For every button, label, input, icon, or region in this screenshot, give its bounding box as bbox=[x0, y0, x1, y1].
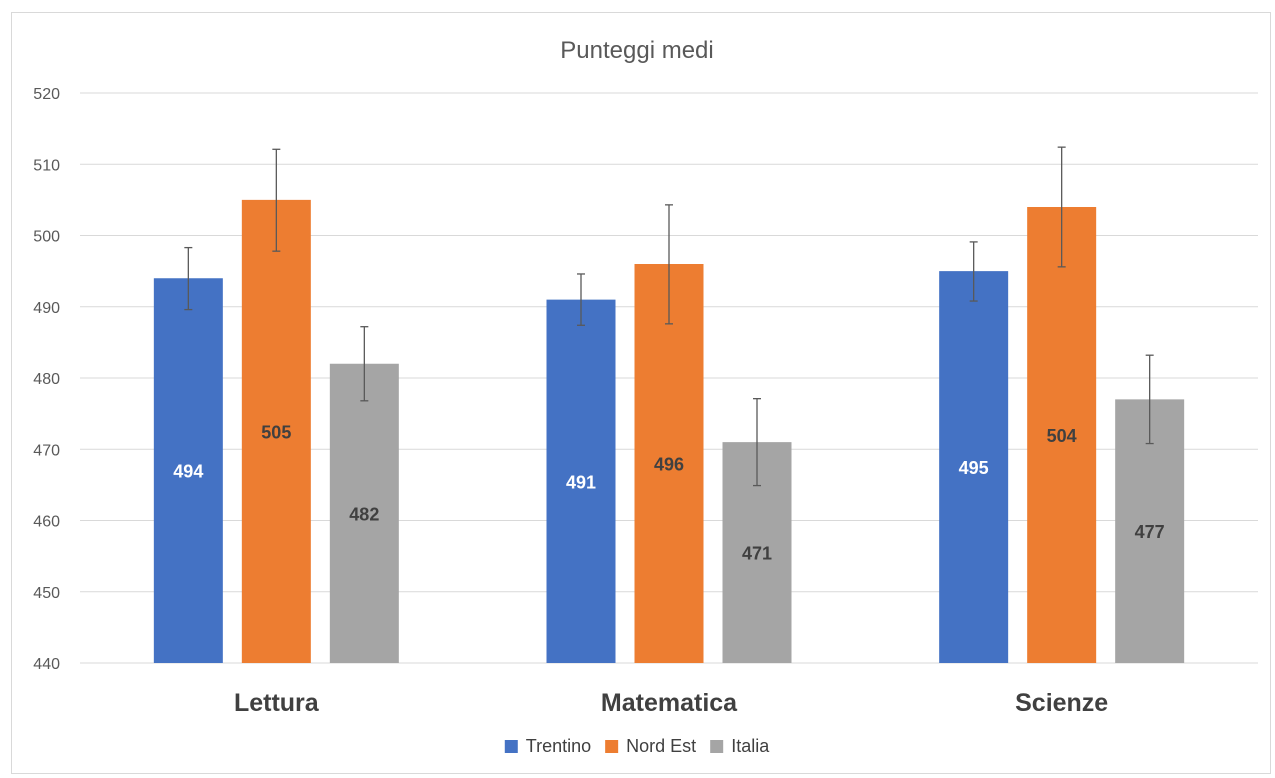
bar bbox=[1027, 207, 1097, 663]
bar bbox=[241, 199, 311, 663]
y-tick-label: 520 bbox=[33, 86, 60, 103]
y-tick-label: 470 bbox=[33, 442, 60, 459]
legend-swatch bbox=[710, 740, 724, 753]
chart-title: Punteggi medi bbox=[560, 37, 713, 64]
data-label: 491 bbox=[566, 472, 596, 492]
data-label: 504 bbox=[1047, 426, 1077, 446]
bar bbox=[329, 363, 399, 663]
bar bbox=[546, 299, 616, 663]
data-label: 505 bbox=[261, 422, 291, 442]
bar bbox=[939, 271, 1009, 663]
legend-label: Trentino bbox=[526, 736, 591, 756]
data-label: 495 bbox=[959, 458, 989, 478]
y-tick-label: 500 bbox=[33, 229, 60, 246]
y-tick-label: 460 bbox=[33, 514, 60, 531]
error-bars bbox=[184, 146, 1154, 487]
y-tick-label: 450 bbox=[33, 585, 60, 602]
data-label: 496 bbox=[654, 455, 684, 475]
x-axis: Lettura Matematica Scienze bbox=[234, 689, 1108, 717]
y-tick-label: 440 bbox=[33, 656, 60, 673]
data-label: 477 bbox=[1135, 522, 1165, 542]
x-category-label: Lettura bbox=[234, 689, 320, 717]
y-tick-label: 510 bbox=[33, 157, 60, 174]
data-labels: 494 505 482 491 496 471 495 504 477 bbox=[173, 422, 1164, 563]
legend: Trentino Nord Est Italia bbox=[504, 736, 770, 756]
legend-label: Italia bbox=[731, 736, 770, 756]
y-axis: 440 450 460 470 480 490 500 510 520 bbox=[33, 86, 60, 673]
x-category-label: Scienze bbox=[1015, 689, 1108, 717]
bars bbox=[153, 199, 1185, 663]
legend-swatch bbox=[605, 740, 619, 753]
data-label: 471 bbox=[742, 544, 772, 564]
bar bbox=[153, 278, 223, 663]
x-category-label: Matematica bbox=[601, 689, 738, 717]
y-tick-label: 480 bbox=[33, 371, 60, 388]
data-label: 482 bbox=[349, 504, 379, 524]
y-tick-label: 490 bbox=[33, 300, 60, 317]
bar bbox=[634, 264, 704, 663]
data-label: 494 bbox=[173, 462, 203, 482]
legend-swatch bbox=[504, 740, 518, 753]
legend-label: Nord Est bbox=[626, 736, 696, 756]
